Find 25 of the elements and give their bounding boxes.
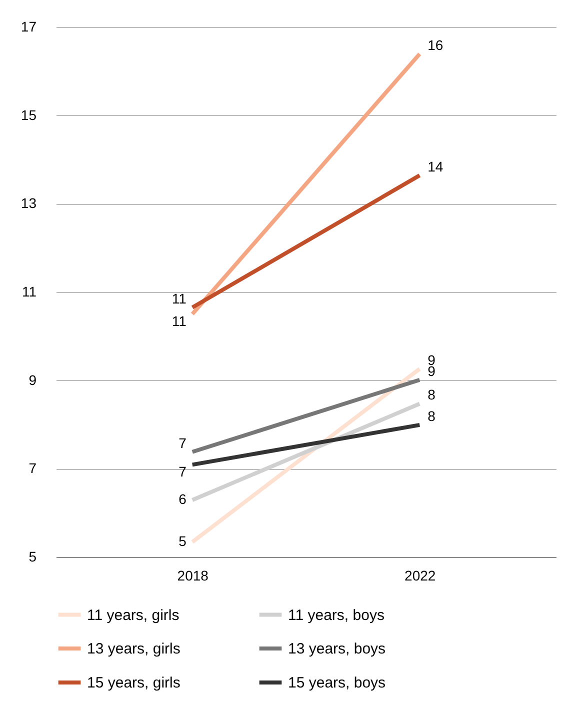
x-tick-label: 2018 [177, 568, 209, 584]
y-tick-label: 9 [28, 372, 37, 388]
data-label: 16 [428, 36, 444, 53]
y-tick-label: 15 [20, 106, 37, 123]
legend-label: 11 years, boys [288, 606, 384, 624]
data-label: 6 [178, 491, 187, 508]
data-label: 5 [178, 532, 187, 549]
y-tick-label: 17 [20, 18, 37, 34]
y-tick-label: 5 [28, 548, 37, 564]
data-label: 11 [172, 290, 187, 306]
data-label: 8 [428, 408, 436, 424]
data-label: 11 [172, 313, 187, 330]
y-tick-label: 7 [28, 460, 37, 476]
y-tick-label: 11 [22, 284, 37, 300]
y-tick-label: 13 [20, 195, 37, 212]
data-label: 14 [428, 158, 444, 174]
data-label: 7 [178, 434, 187, 451]
data-label: 7 [178, 464, 187, 480]
legend-label: 15 years, boys [288, 674, 386, 692]
data-label: 8 [428, 386, 436, 403]
legend-label: 15 years, girls [87, 674, 180, 692]
legend-label: 13 years, boys [288, 640, 386, 658]
legend-label: 11 years, girls [87, 606, 180, 624]
legend-label: 13 years, girls [87, 640, 180, 658]
x-tick-label: 2022 [404, 568, 436, 584]
